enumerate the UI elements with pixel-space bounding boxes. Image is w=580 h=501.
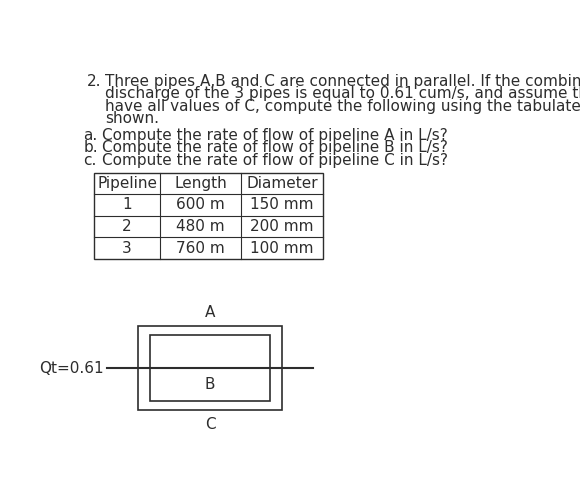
Text: discharge of the 3 pipes is equal to 0.61 cum/s, and assume they: discharge of the 3 pipes is equal to 0.6… <box>105 86 580 101</box>
Text: 150 mm: 150 mm <box>251 197 314 212</box>
Text: 3: 3 <box>122 240 132 256</box>
Text: 480 m: 480 m <box>176 219 225 234</box>
Text: c.: c. <box>84 152 97 167</box>
Text: B: B <box>205 377 215 392</box>
Text: Length: Length <box>175 176 227 191</box>
Bar <box>150 335 270 401</box>
Text: 100 mm: 100 mm <box>251 240 314 256</box>
Text: Diameter: Diameter <box>246 176 318 191</box>
Text: 600 m: 600 m <box>176 197 225 212</box>
Text: C: C <box>205 417 215 432</box>
Text: 2: 2 <box>122 219 132 234</box>
Text: Compute the rate of flow of pipeline C in L/s?: Compute the rate of flow of pipeline C i… <box>102 152 448 167</box>
Bar <box>139 326 282 410</box>
Text: 1: 1 <box>122 197 132 212</box>
Text: 200 mm: 200 mm <box>251 219 314 234</box>
Text: 2.: 2. <box>86 74 101 89</box>
Text: a.: a. <box>84 128 97 143</box>
Bar <box>94 172 323 259</box>
Text: shown.: shown. <box>105 111 159 126</box>
Text: b.: b. <box>84 140 98 155</box>
Text: have all values of C, compute the following using the tabulated data: have all values of C, compute the follow… <box>105 99 580 114</box>
Text: Three pipes A,B and C are connected in parallel. If the combined: Three pipes A,B and C are connected in p… <box>105 74 580 89</box>
Text: Compute the rate of flow of pipeline B in L/s?: Compute the rate of flow of pipeline B i… <box>102 140 448 155</box>
Text: A: A <box>205 306 215 320</box>
Text: 760 m: 760 m <box>176 240 225 256</box>
Text: Qt=0.61: Qt=0.61 <box>39 361 103 376</box>
Text: Compute the rate of flow of pipeline A in L/s?: Compute the rate of flow of pipeline A i… <box>102 128 448 143</box>
Text: Pipeline: Pipeline <box>97 176 157 191</box>
